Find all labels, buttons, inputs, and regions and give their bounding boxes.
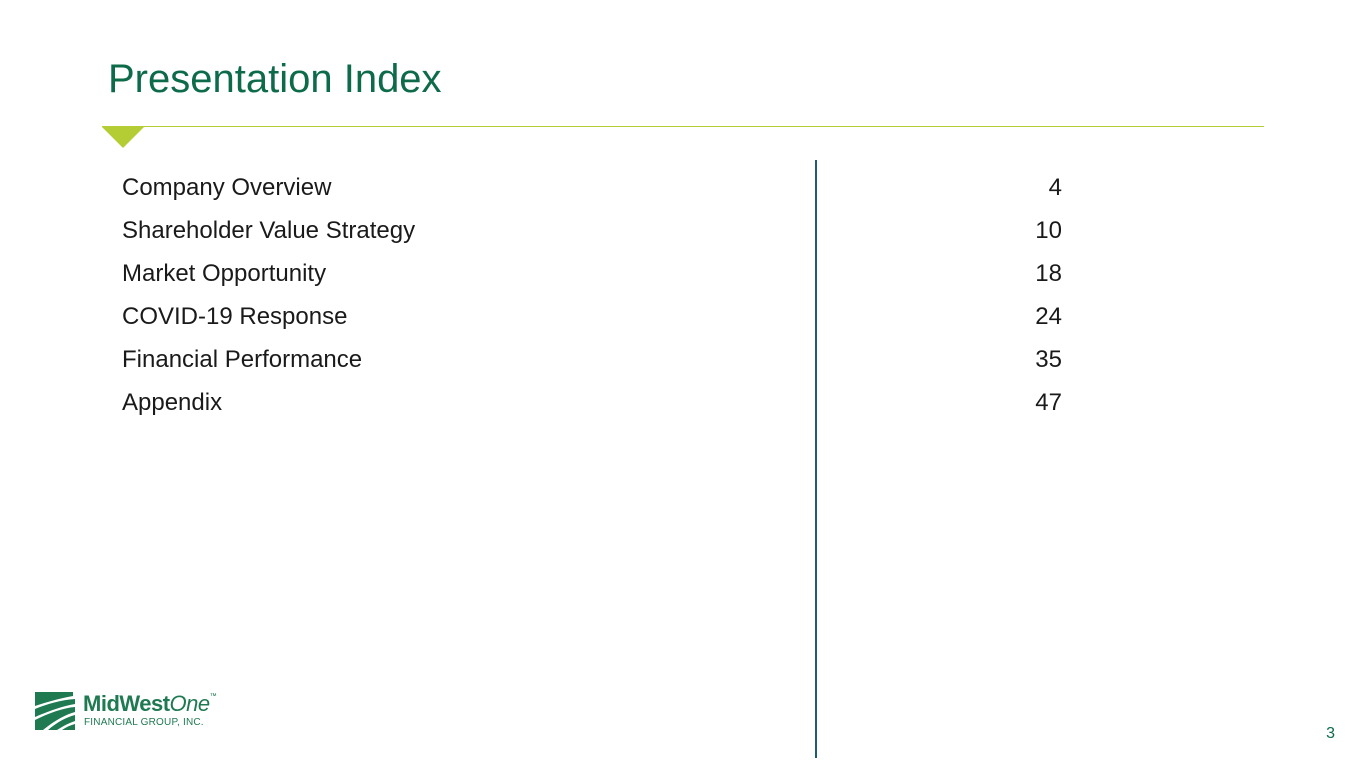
column-divider	[815, 160, 817, 758]
index-item-shareholder-value-strategy: Shareholder Value Strategy 10	[122, 209, 1062, 252]
index-item-financial-performance: Financial Performance 35	[122, 338, 1062, 381]
index-item-page: 4	[1048, 174, 1062, 201]
logo-name-one: One	[169, 691, 211, 716]
index-item-label: Financial Performance	[122, 346, 363, 373]
index-item-label: Company Overview	[122, 174, 332, 201]
index-item-page: 24	[1035, 303, 1062, 330]
logo-subtitle: FINANCIAL GROUP, INC.	[84, 717, 204, 728]
logo-trademark: ™	[209, 693, 217, 700]
index-item-covid-19-response: COVID-19 Response 24	[122, 295, 1062, 338]
index-item-page: 47	[1035, 389, 1062, 416]
index-list: Company Overview 4 Shareholder Value Str…	[122, 166, 1062, 424]
field-rows-logo-icon	[35, 692, 75, 730]
index-item-label: Shareholder Value Strategy	[122, 217, 416, 244]
index-item-label: COVID-19 Response	[122, 303, 348, 330]
index-item-company-overview: Company Overview 4	[122, 166, 1062, 209]
index-item-page: 18	[1035, 260, 1062, 287]
title-underline	[102, 126, 1264, 127]
index-item-market-opportunity: Market Opportunity 18	[122, 252, 1062, 295]
company-logo: MidWestOne™ FINANCIAL GROUP, INC.	[33, 690, 233, 736]
index-item-page: 10	[1035, 217, 1062, 244]
title-marker-triangle	[102, 127, 144, 148]
logo-wordmark: MidWestOne™	[83, 691, 217, 716]
index-item-appendix: Appendix 47	[122, 381, 1062, 424]
slide-page-number: 3	[1326, 725, 1335, 742]
logo-name-midwest: MidWest	[83, 691, 170, 716]
index-item-label: Market Opportunity	[122, 260, 327, 287]
index-item-label: Appendix	[122, 389, 223, 416]
index-item-page: 35	[1035, 346, 1062, 373]
page-title: Presentation Index	[108, 57, 442, 101]
